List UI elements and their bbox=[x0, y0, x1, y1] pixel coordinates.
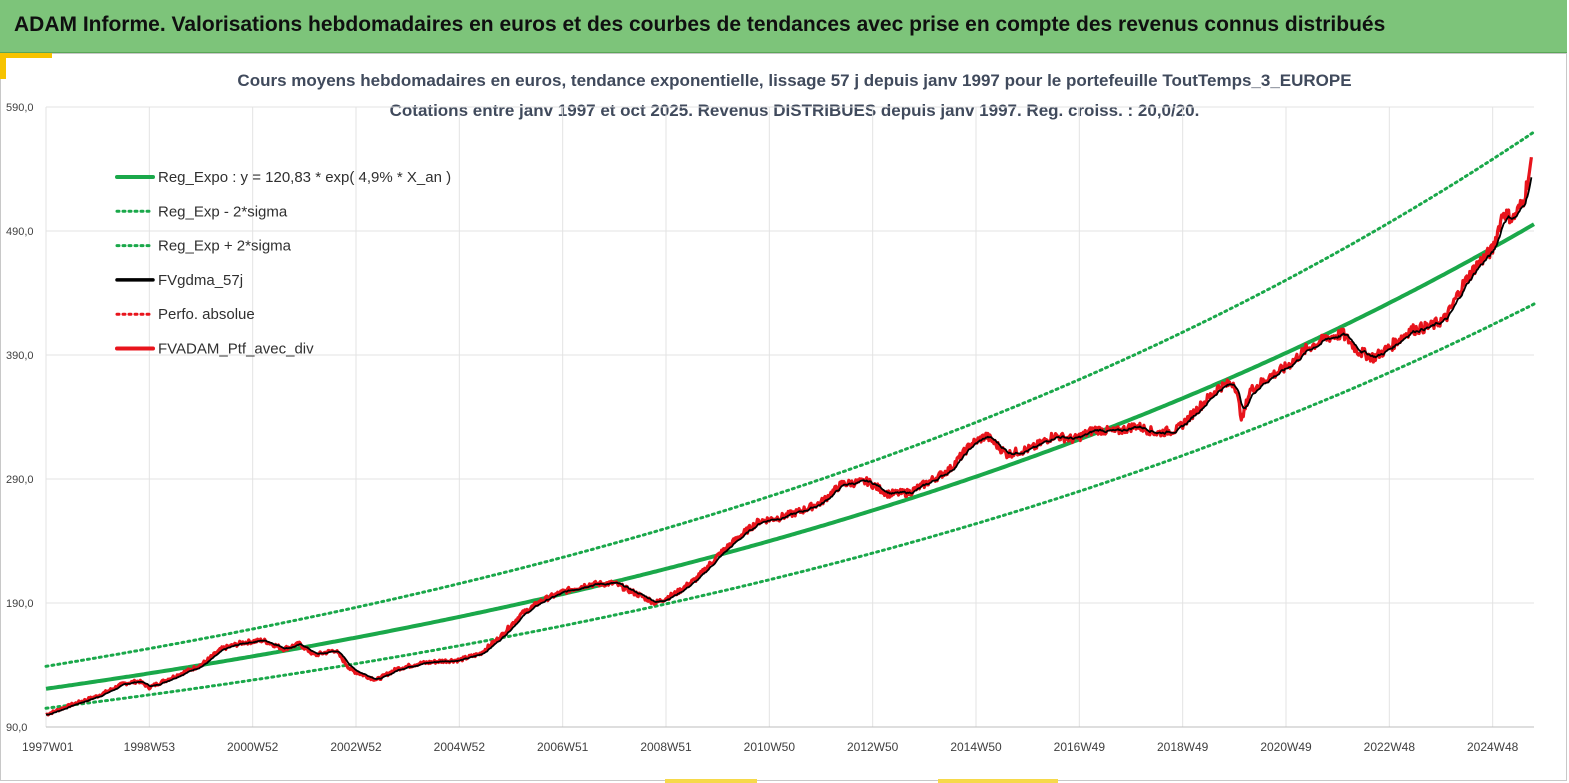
x-tick-label: 2022W48 bbox=[1364, 740, 1416, 754]
chart-frame bbox=[0, 53, 1567, 781]
legend-fvadam-label: FVADAM_Ptf_avec_div bbox=[158, 341, 314, 358]
y-tick-label: 590,0 bbox=[6, 102, 34, 114]
x-tick-label: 1997W01 bbox=[22, 740, 74, 754]
series-reg-expo bbox=[45, 222, 1535, 691]
legend-perfo-label: Perfo. absolue bbox=[158, 306, 255, 323]
y-tick-label: 490,0 bbox=[6, 226, 34, 238]
chart-title: Cours moyens hebdomadaires en euros, ten… bbox=[237, 71, 1352, 90]
legend: Reg_Expo : y = 120,83 * exp( 4,9% * X_an… bbox=[115, 169, 451, 358]
x-tick-label: 2008W51 bbox=[640, 740, 692, 754]
y-tick-label: 290,0 bbox=[6, 474, 34, 486]
series-reg-plus-2sigma bbox=[44, 130, 1536, 668]
bottom-accent-left bbox=[665, 779, 757, 783]
x-tick-label: 2018W49 bbox=[1157, 740, 1209, 754]
x-tick-label: 2000W52 bbox=[227, 740, 279, 754]
legend-reg-expo-label: Reg_Expo : y = 120,83 * exp( 4,9% * X_an… bbox=[158, 169, 451, 186]
x-tick-label: 2006W51 bbox=[537, 740, 589, 754]
series-reg-minus-2sigma bbox=[44, 302, 1536, 710]
x-tick-label: 2014W50 bbox=[950, 740, 1002, 754]
series-layer bbox=[44, 130, 1536, 717]
legend-reg-minus-label: Reg_Exp - 2*sigma bbox=[158, 203, 288, 220]
y-tick-label: 390,0 bbox=[6, 350, 34, 362]
axes: 90,0 190,0 290,0 390,0 490,0 590,0 1997W01 1998… bbox=[6, 102, 1534, 754]
x-tick-label: 2010W50 bbox=[744, 740, 796, 754]
header-banner: ADAM Informe. Valorisations hebdomadaire… bbox=[0, 0, 1567, 53]
corner-accent-top bbox=[0, 53, 52, 58]
legend-reg-plus-label: Reg_Exp + 2*sigma bbox=[158, 238, 292, 255]
bottom-accent-right bbox=[938, 779, 1058, 783]
y-tick-label: 90,0 bbox=[6, 722, 27, 734]
legend-fvgdma-label: FVgdma_57j bbox=[158, 272, 243, 289]
corner-accent-left bbox=[0, 53, 6, 79]
x-tick-label: 2012W50 bbox=[847, 740, 899, 754]
chart-subtitle: Cotations entre janv 1997 et oct 2025. R… bbox=[389, 101, 1200, 120]
x-tick-label: 2016W49 bbox=[1054, 740, 1106, 754]
grid bbox=[45, 106, 1534, 728]
x-tick-label: 2020W49 bbox=[1260, 740, 1312, 754]
x-tick-label: 2004W52 bbox=[434, 740, 486, 754]
x-tick-label: 1998W53 bbox=[124, 740, 176, 754]
y-tick-label: 190,0 bbox=[6, 598, 34, 610]
series-fvadam-ptf bbox=[45, 156, 1533, 717]
x-tick-label: 2002W52 bbox=[330, 740, 382, 754]
x-tick-label: 2024W48 bbox=[1467, 740, 1519, 754]
series-fvgdma-57j bbox=[45, 177, 1533, 716]
banner-title: ADAM Informe. Valorisations hebdomadaire… bbox=[14, 13, 1386, 36]
